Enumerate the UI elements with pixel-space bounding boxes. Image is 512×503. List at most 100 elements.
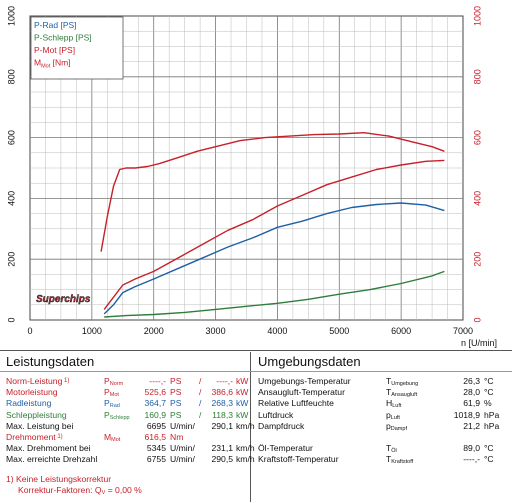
umgebung-unit: hPa bbox=[484, 409, 500, 420]
footnote-factors-symbol: Q bbox=[94, 485, 102, 495]
umgebung-unit: hPa bbox=[484, 420, 500, 431]
umgebung-symbol: pDampf bbox=[386, 420, 407, 432]
umgebung-symbol: TKraftstoff bbox=[386, 454, 414, 466]
leistung-u1: U/min/ bbox=[170, 454, 195, 465]
footnote-factors-value: = 0,00 % bbox=[107, 485, 142, 495]
x-tick-label: 5000 bbox=[329, 326, 349, 336]
y-tick-label-right: 1000 bbox=[472, 6, 482, 26]
footnote-correction: 1) Keine Leistungskorrektur bbox=[6, 474, 112, 484]
umgebung-value: 21,2 bbox=[463, 420, 480, 431]
umgebung-label: Dampfdruck bbox=[258, 420, 305, 431]
y-tick-label-right: 400 bbox=[472, 191, 482, 206]
leistung-u1: PS bbox=[170, 398, 182, 409]
leistung-v1: 6695 bbox=[146, 420, 166, 431]
x-tick-label: 3000 bbox=[206, 326, 226, 336]
leistung-v2: 290,1 bbox=[211, 420, 233, 431]
leistung-u2: kW bbox=[236, 398, 249, 409]
umgebung-label: Öl-Temperatur bbox=[258, 443, 313, 453]
x-tick-label: 7000 bbox=[453, 326, 473, 336]
leistung-u2: km/h bbox=[236, 454, 255, 465]
leistung-v2: ----,- bbox=[216, 376, 233, 386]
leistung-v1: ----,- bbox=[149, 376, 166, 386]
leistung-u2: kW bbox=[236, 409, 249, 420]
legend-box bbox=[30, 16, 124, 80]
dyno-chart: 0 1000 2000 3000 4000 5000 6000 7000 n [U/min] 0 0… bbox=[6, 6, 497, 348]
leistung-label: Motorleistung bbox=[6, 387, 58, 398]
divider-top bbox=[0, 350, 512, 351]
series-line-p-schlepp bbox=[104, 270, 445, 318]
umgebung-value: ----,- bbox=[463, 454, 480, 465]
series-line-p-mot bbox=[103, 159, 445, 310]
leistung-label: Max. Drehmoment bei bbox=[6, 443, 91, 454]
umgebung-symbol: HLuft bbox=[386, 398, 402, 410]
y-tick-label-left: 400 bbox=[6, 191, 16, 206]
umgebung-unit: °C bbox=[484, 376, 494, 386]
leistung-u1: PS bbox=[170, 387, 182, 398]
y-tick-label-left: 1000 bbox=[6, 6, 16, 26]
leistung-label: Max. erreichte Drehzahl bbox=[6, 454, 98, 465]
umgebung-label: Ansaugluft-Temperatur bbox=[258, 387, 345, 398]
x-tick-label: 4000 bbox=[267, 326, 287, 336]
umgebung-symbol: TÖl bbox=[386, 443, 397, 454]
divider-header bbox=[0, 371, 512, 372]
y-tick-label-right: 200 bbox=[472, 252, 482, 267]
y-tick-label-left: 800 bbox=[6, 69, 16, 84]
leistung-v1: 525,6 bbox=[144, 387, 166, 398]
logo-wordmark: Superchips bbox=[36, 294, 91, 305]
leistung-sym: PMot bbox=[104, 387, 119, 399]
leistung-u1: PS bbox=[170, 409, 182, 420]
umgebung-label: Kraftstoff-Temperatur bbox=[258, 454, 339, 465]
umgebung-value: 26,3 bbox=[463, 376, 480, 386]
legend-entry: P-Rad [PS] bbox=[34, 20, 77, 30]
x-tick-label: 0 bbox=[27, 326, 32, 336]
legend-entry: P-Schlepp [PS] bbox=[34, 33, 92, 43]
umgebung-symbol: pLuft bbox=[386, 409, 400, 421]
leistung-v2: 231,1 bbox=[211, 443, 233, 454]
leistung-u2: kW bbox=[236, 387, 249, 398]
leistung-u2: km/h bbox=[236, 420, 255, 431]
leistung-v2: 290,5 bbox=[211, 454, 233, 465]
footnote-factors-subscript: V bbox=[101, 490, 106, 496]
umgebung-symbol: TUmgebung bbox=[386, 376, 419, 387]
leistung-v1: 6755 bbox=[146, 454, 166, 465]
umgebung-value: 89,0 bbox=[463, 443, 480, 453]
y-tick-label-left: 200 bbox=[6, 252, 16, 267]
y-tick-label-left: 0 bbox=[6, 317, 16, 322]
y-tick-label-left: 600 bbox=[6, 130, 16, 145]
leistung-label: Norm-Leistung 1) bbox=[6, 376, 70, 386]
x-tick-label: 2000 bbox=[144, 326, 164, 336]
leistung-u1: U/min/ bbox=[170, 443, 195, 454]
superchips-logo: Superchips bbox=[36, 294, 91, 305]
umgebung-value: 1018,9 bbox=[453, 409, 480, 420]
leistung-label: Radleistung bbox=[6, 398, 52, 409]
leistung-sep: / bbox=[199, 376, 202, 386]
leistung-u1: PS bbox=[170, 376, 182, 386]
umgebungsdaten-title: Umgebungsdaten bbox=[258, 354, 361, 369]
leistung-v1: 5345 bbox=[146, 443, 166, 454]
umgebung-symbol: TAnsaugluft bbox=[386, 387, 418, 399]
legend-entry: P-Mot [PS] bbox=[34, 45, 75, 55]
leistung-sym: MMot bbox=[104, 432, 121, 443]
umgebung-value: 28,0 bbox=[463, 387, 480, 398]
leistung-u2: km/h bbox=[236, 443, 255, 454]
umgebung-label: Umgebungs-Temperatur bbox=[258, 376, 351, 386]
footnote-factors: Korrektur-Faktoren: QV = 0,00 % bbox=[18, 485, 142, 498]
x-axis-label: n [U/min] bbox=[461, 338, 497, 348]
series-line-m-mot bbox=[100, 131, 445, 252]
leistung-label: Schleppleistung bbox=[6, 409, 67, 420]
x-tick-label: 1000 bbox=[82, 326, 102, 336]
leistung-v2: 386,6 bbox=[211, 387, 233, 398]
leistung-label: Drehmoment 1) bbox=[6, 432, 63, 442]
umgebung-unit: % bbox=[484, 398, 492, 409]
umgebung-unit: °C bbox=[484, 454, 494, 465]
leistung-sep: / bbox=[199, 398, 202, 409]
leistung-sym: PRad bbox=[104, 398, 120, 410]
leistung-sym: PSchlepp bbox=[104, 409, 130, 421]
umgebung-label: Luftdruck bbox=[258, 409, 294, 420]
umgebung-unit: °C bbox=[484, 387, 494, 398]
leistung-v1: 616,5 bbox=[144, 432, 166, 442]
x-tick-label: 6000 bbox=[391, 326, 411, 336]
umgebung-label: Relative Luftfeuchte bbox=[258, 398, 334, 409]
leistung-sep: / bbox=[199, 387, 202, 398]
series-line-p-rad bbox=[103, 202, 445, 315]
